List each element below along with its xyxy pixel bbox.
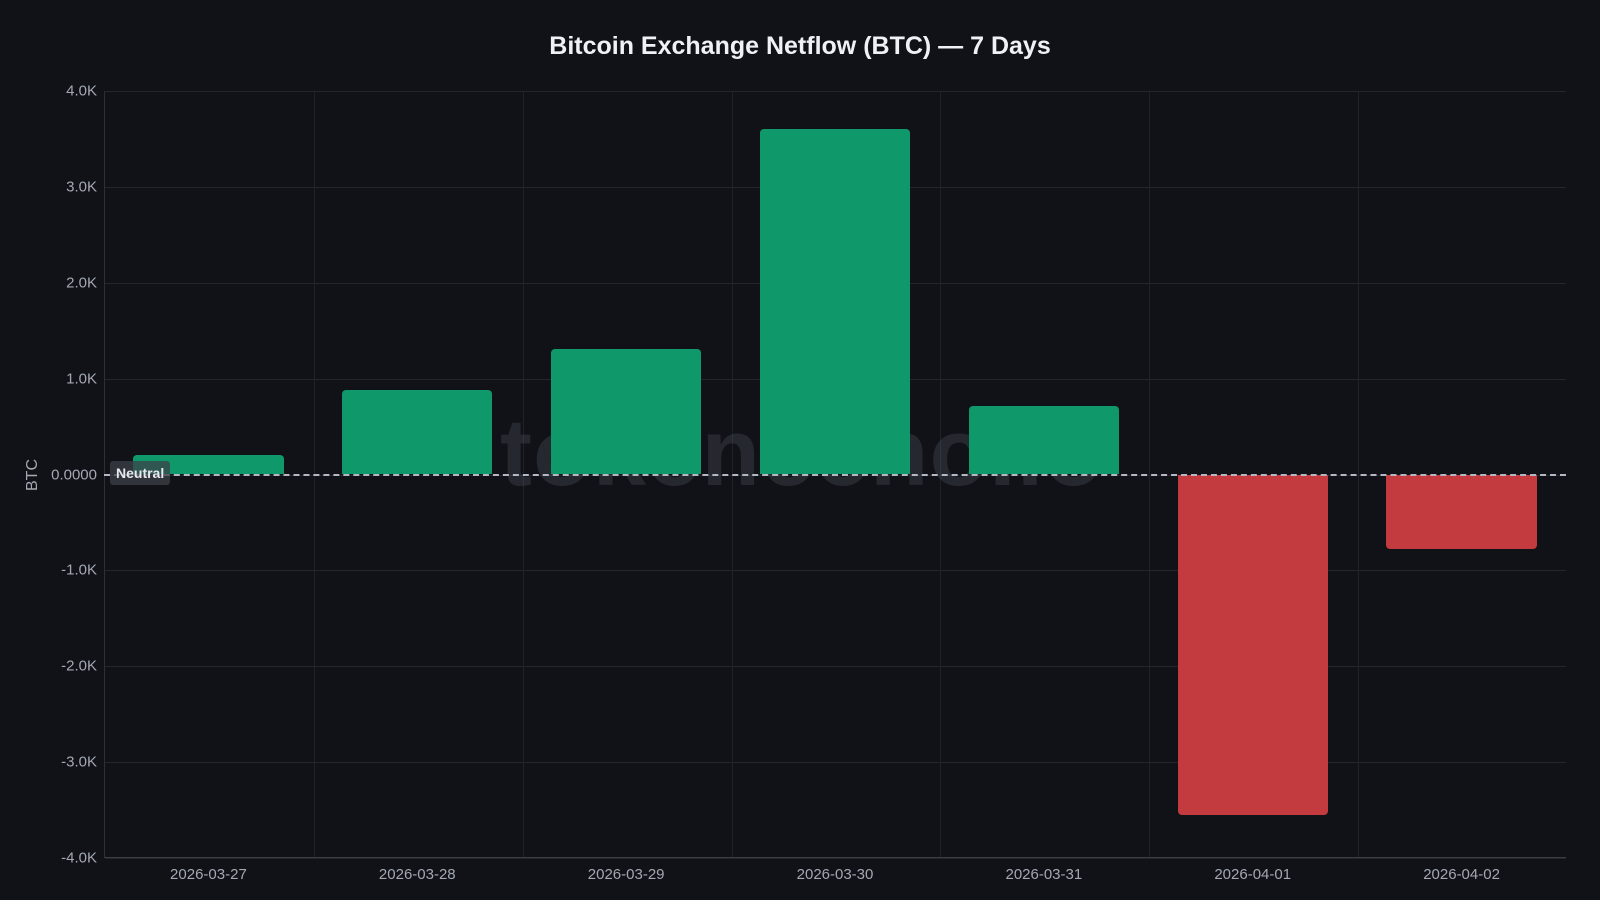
bar-2026-04-01[interactable] — [1177, 474, 1328, 815]
y-tick-label: 4.0K — [66, 82, 97, 100]
gridline-horizontal — [105, 666, 1566, 668]
neutral-label: Neutral — [110, 461, 171, 485]
x-tick-label: 2026-03-31 — [1005, 866, 1083, 883]
y-axis-label: BTC — [24, 459, 41, 491]
y-tick-label: 1.0K — [66, 370, 97, 388]
x-tick-label: 2026-03-28 — [378, 866, 456, 883]
gridline-horizontal — [105, 762, 1566, 764]
x-tick-label: 2026-03-30 — [796, 866, 874, 883]
y-tick-label: 0.0000 — [51, 466, 97, 483]
y-tick-label: 3.0K — [66, 178, 97, 196]
gridline-horizontal — [105, 91, 1566, 92]
y-tick-label: -2.0K — [61, 657, 97, 675]
y-tick-label: -1.0K — [61, 561, 97, 579]
bar-2026-03-31[interactable] — [968, 405, 1120, 475]
gridline-horizontal — [105, 570, 1566, 572]
x-tick-label: 2026-04-02 — [1423, 866, 1500, 883]
y-tick-label: 2.0K — [66, 274, 97, 292]
neutral-line — [104, 474, 1566, 476]
gridline-horizontal — [105, 858, 1566, 859]
bar-2026-03-27[interactable] — [133, 454, 284, 475]
chart-title: Bitcoin Exchange Netflow (BTC) — 7 Days — [549, 32, 1051, 60]
bar-2026-04-02[interactable] — [1386, 474, 1537, 549]
x-tick-label: 2026-03-29 — [587, 866, 665, 883]
y-tick-label: -3.0K — [61, 753, 97, 771]
bar-2026-03-30[interactable] — [759, 129, 911, 475]
bar-2026-03-28[interactable] — [342, 390, 493, 475]
x-tick-label: 2026-04-01 — [1214, 866, 1292, 883]
x-tick-label: 2026-03-27 — [170, 866, 247, 883]
y-tick-label: -4.0K — [61, 849, 97, 867]
bar-2026-03-29[interactable] — [550, 348, 702, 475]
